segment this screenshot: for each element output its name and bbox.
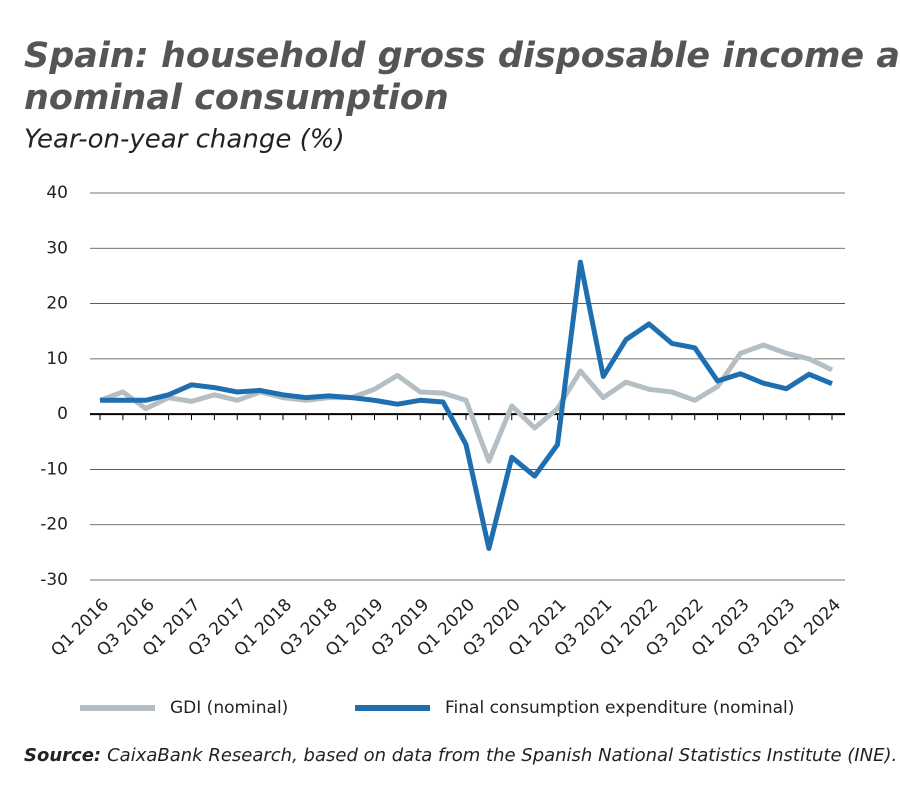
y-tick-label: 40: [46, 183, 68, 203]
y-tick-label: -30: [40, 570, 68, 590]
chart-title: Spain: household gross disposable income…: [24, 36, 900, 118]
y-tick-label: 30: [46, 238, 68, 258]
y-tick-label: 10: [46, 349, 68, 369]
y-tick-label: 0: [57, 404, 68, 424]
source: Source: CaixaBank Research, based on data…: [24, 745, 897, 766]
series-line: [99, 342, 834, 464]
y-tick-label: 20: [46, 294, 68, 314]
y-tick-label: -20: [40, 515, 68, 535]
series-line: [100, 259, 833, 551]
legend-label: Final consumption expenditure (nominal): [445, 698, 794, 718]
y-tick-label: -10: [40, 459, 68, 479]
legend-label: GDI (nominal): [170, 698, 288, 718]
source-label: Source:: [24, 745, 101, 766]
chart-subtitle: Year-on-year change (%): [24, 125, 345, 155]
source-text: CaixaBank Research, based on data from t…: [107, 745, 897, 766]
